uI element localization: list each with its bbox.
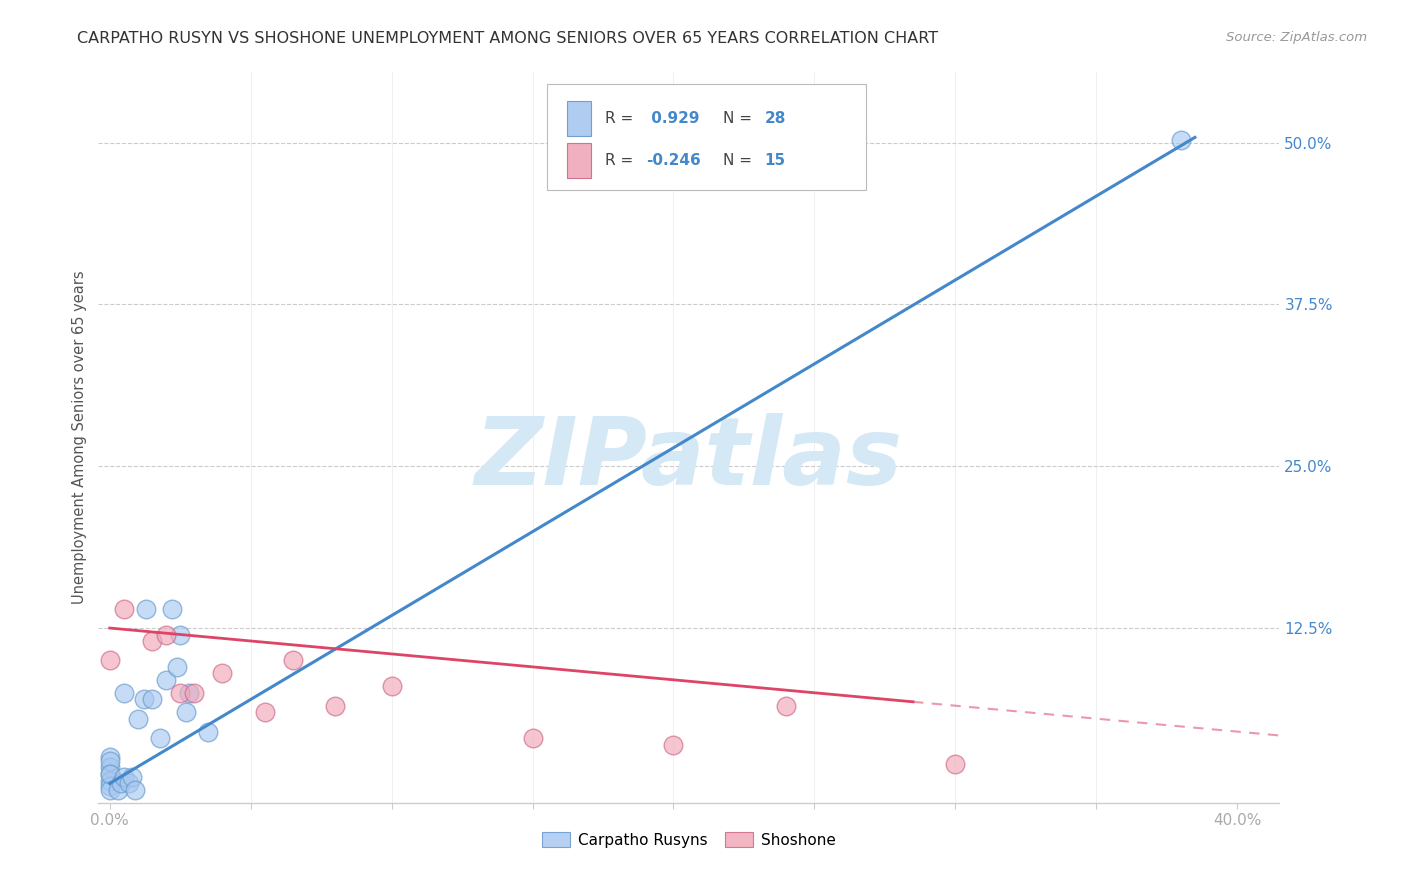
Text: CARPATHO RUSYN VS SHOSHONE UNEMPLOYMENT AMONG SENIORS OVER 65 YEARS CORRELATION : CARPATHO RUSYN VS SHOSHONE UNEMPLOYMENT … [77, 31, 938, 46]
Text: R =: R = [605, 153, 638, 168]
Point [112, 601, 135, 615]
Point [281, 653, 304, 667]
Point [174, 705, 197, 719]
Bar [567, 143, 591, 178]
Point [127, 712, 149, 726]
Point [380, 679, 402, 693]
Y-axis label: Unemployment Among Seniors over 65 years: Unemployment Among Seniors over 65 years [72, 270, 87, 604]
Point [323, 698, 346, 713]
Point [197, 724, 219, 739]
Point [149, 731, 172, 745]
Legend: Carpatho Rusyns, Shoshone: Carpatho Rusyns, Shoshone [536, 826, 842, 854]
Point [135, 601, 157, 615]
Point [112, 686, 135, 700]
Text: 15: 15 [765, 153, 786, 168]
Text: -0.246: -0.246 [647, 153, 702, 168]
Point [662, 738, 685, 752]
Point [155, 673, 177, 687]
Point [141, 634, 163, 648]
Point [211, 666, 233, 681]
Point [98, 755, 121, 769]
Point [98, 782, 121, 797]
Point [160, 601, 183, 615]
Text: ZIPatlas: ZIPatlas [475, 413, 903, 505]
Text: R =: R = [605, 112, 638, 127]
Point [98, 750, 121, 764]
Text: 0.929: 0.929 [647, 112, 700, 127]
Point [166, 660, 188, 674]
FancyBboxPatch shape [547, 84, 866, 190]
Text: N =: N = [723, 112, 756, 127]
Point [522, 731, 544, 745]
Point [98, 767, 121, 781]
Point [1170, 133, 1192, 147]
Point [121, 770, 143, 784]
Point [98, 779, 121, 793]
Point [775, 698, 797, 713]
Point [177, 686, 200, 700]
Point [169, 627, 191, 641]
Point [110, 776, 132, 790]
Point [112, 770, 135, 784]
Text: N =: N = [723, 153, 756, 168]
Point [98, 773, 121, 788]
Point [107, 782, 129, 797]
Point [943, 756, 966, 771]
Bar [567, 102, 591, 136]
Point [118, 776, 141, 790]
Point [98, 767, 121, 781]
Point [124, 782, 146, 797]
Point [183, 686, 205, 700]
Point [169, 686, 191, 700]
Point [98, 653, 121, 667]
Point [155, 627, 177, 641]
Point [141, 692, 163, 706]
Point [253, 705, 276, 719]
Text: 28: 28 [765, 112, 786, 127]
Point [132, 692, 155, 706]
Point [98, 759, 121, 773]
Text: Source: ZipAtlas.com: Source: ZipAtlas.com [1226, 31, 1367, 45]
